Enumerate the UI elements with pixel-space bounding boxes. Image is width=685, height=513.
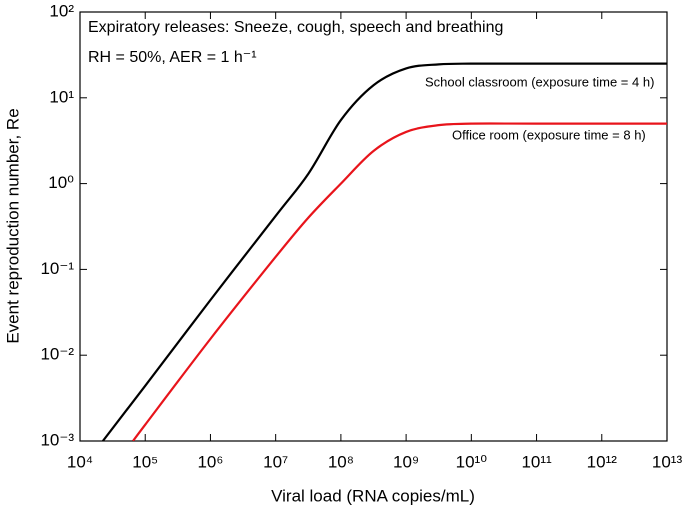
series-line: [132, 122, 667, 441]
x-tick-label: 10¹³: [652, 452, 683, 471]
x-tick-label: 10⁸: [328, 452, 354, 471]
series-label: School classroom (exposure time = 4 h): [425, 74, 654, 89]
series-label: Office room (exposure time = 8 h): [452, 127, 646, 142]
plot-frame: [79, 11, 668, 442]
x-tick-label: 10⁹: [393, 452, 419, 471]
x-tick-label: 10¹⁰: [456, 452, 488, 471]
annotation: RH = 50%, AER = 1 h⁻¹: [88, 49, 257, 66]
x-tick-label: 10⁵: [132, 452, 158, 471]
series-line: [101, 62, 667, 441]
x-axis-label: Viral load (RNA copies/mL): [271, 486, 475, 505]
y-tick-label: 10⁰: [48, 173, 74, 192]
x-tick-label: 10⁴: [67, 452, 93, 471]
y-tick-label: 10⁻³: [40, 430, 74, 449]
x-tick-label: 10¹¹: [521, 452, 552, 471]
x-tick-label: 10⁶: [197, 452, 223, 471]
x-tick-label: 10⁷: [263, 452, 288, 471]
y-tick-label: 10²: [49, 1, 74, 20]
annotation: Expiratory releases: Sneeze, cough, spee…: [88, 19, 503, 36]
plot-area: [101, 62, 667, 441]
x-tick-label: 10¹²: [587, 452, 618, 471]
y-tick-label: 10¹: [49, 87, 74, 106]
y-axis-label: Event reproduction number, Re: [3, 108, 22, 343]
y-tick-label: 10⁻²: [40, 345, 74, 364]
y-tick-label: 10⁻¹: [40, 259, 74, 278]
